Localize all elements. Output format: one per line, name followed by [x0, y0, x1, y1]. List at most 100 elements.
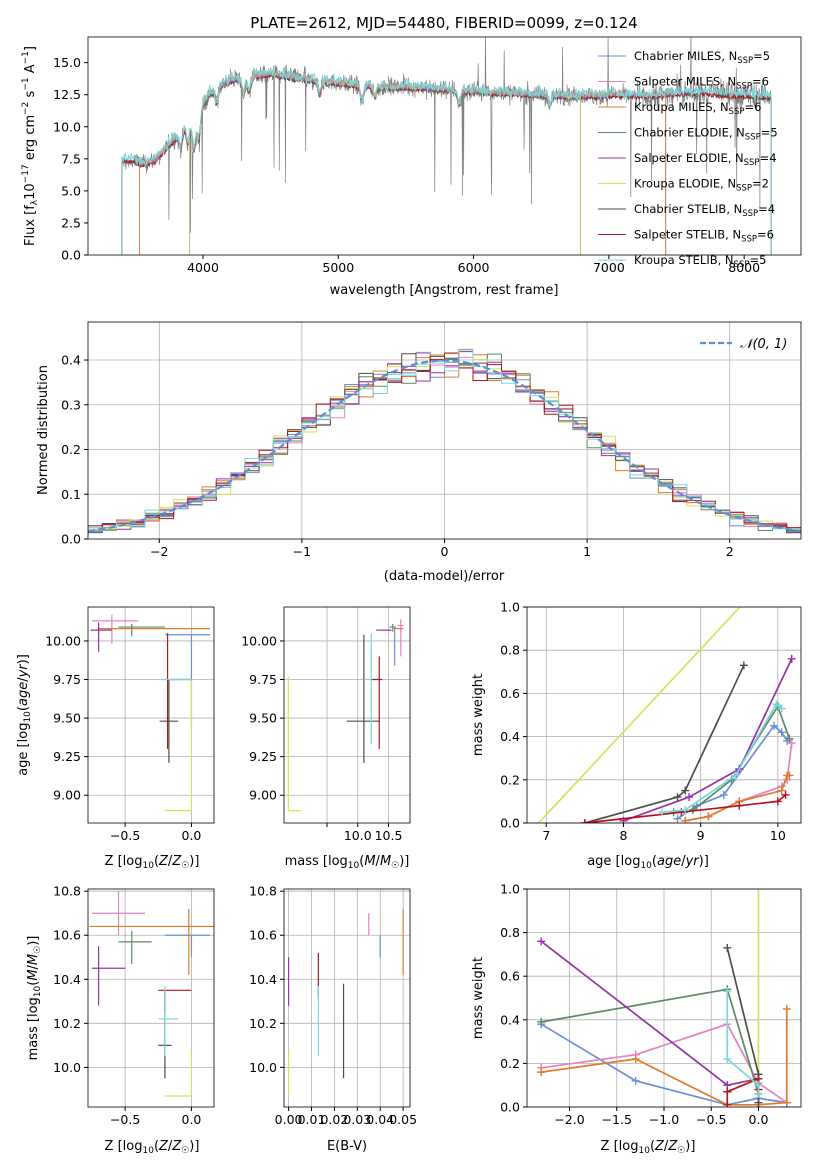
- weight_vs_age-marker-chabrier-stelib: [681, 786, 690, 795]
- age_vs_Z-ytick-label: 9.25: [53, 749, 81, 764]
- weight_vs_Z-marks: [537, 889, 791, 1107]
- weight_vs_Z-marker-kroupa-miles: [537, 1068, 546, 1077]
- mass_vs_ebv-xtick-label: 0.04: [366, 1112, 394, 1127]
- weight-vs-age-panel: 7 8 9 10 0.0 0.2 0.4 0.6 0.8 1.0: [500, 600, 802, 843]
- weight_vs_age-line-kroupa-elodie: [537, 607, 742, 823]
- age_vs_Z-ytick-label: 9.00: [53, 788, 81, 803]
- age_vs_mass-xtick-label: 10.0: [344, 828, 372, 843]
- mass_vs_Z-xtick-label: −0.5: [110, 1112, 140, 1127]
- weight_vs_Z-ytick-label: 0.4: [500, 1012, 520, 1027]
- weight_vs_Z-marker-salpeter-stelib: [723, 1087, 732, 1096]
- mass_vs_Z-ytick-label: 10.2: [53, 1016, 81, 1031]
- weight-z-ylabel: mass weight: [471, 957, 486, 1039]
- weight_vs_Z-ytick-label: 0.2: [500, 1056, 520, 1071]
- weight_vs_age-marker-salpeter-stelib: [735, 801, 744, 810]
- weight-vs-metallicity-panel: −2.0 −1.5 −1.0 −0.5 0.0 0.0 0.2 0.4 0.6 0.8 1.0: [500, 882, 802, 1127]
- weight_vs_age-marker-kroupa-miles: [704, 812, 713, 821]
- weight_vs_Z-marker-chabrier-miles: [631, 1076, 640, 1085]
- weight_vs_Z-line-kroupa-stelib: [726, 991, 760, 1094]
- spectrum-ytick-label: 7.5: [61, 151, 81, 166]
- weight_vs_age-ytick-label: 1.0: [500, 600, 520, 615]
- legend-label-kroupa-elodie: Kroupa ELODIE, NSSP=2: [634, 177, 769, 194]
- weight_vs_age-axes-frame: [526, 606, 802, 824]
- residual-panel: −2 −1 0 1 2 0.0 0.1 0.2 0.3 0.4 Normed distributi…: [36, 321, 802, 584]
- residual-xtick-label: 2: [726, 544, 734, 559]
- residual-ylabel: Normed distribution: [36, 365, 51, 495]
- weight_vs_age-marker-chabrier-miles: [769, 721, 778, 730]
- weight_vs_age-ytick-label: 0.0: [500, 816, 520, 831]
- weight_vs_age-ytick-label: 0.2: [500, 772, 520, 787]
- weight_vs_age-xtick-label: 7: [542, 828, 550, 843]
- weight_vs_age-ytick-label: 0.4: [500, 729, 520, 744]
- mass_vs_Z-ytick-label: 10.4: [53, 972, 81, 987]
- legend-label-chabrier-elodie: Chabrier ELODIE, NSSP=5: [634, 126, 778, 143]
- legend-label-kroupa-miles: Kroupa MILES, NSSP=6: [634, 100, 761, 117]
- residual-plot-area: −2 −1 0 1 2 0.0 0.1 0.2 0.3 0.4: [61, 321, 802, 559]
- age_vs_Z-marks: [90, 614, 211, 812]
- weight_vs_Z-marker-chabrier-stelib: [754, 1098, 763, 1107]
- residual-ytick-label: 0.4: [61, 353, 81, 368]
- legend-label-kroupa-stelib: Kroupa STELIB, NSSP=5: [634, 253, 766, 270]
- weight_vs_Z-marker-kroupa-stelib: [754, 1081, 763, 1090]
- spectrum-title: PLATE=2612, MJD=54480, FIBERID=0099, z=0…: [250, 14, 637, 32]
- age_vs_mass-ytick-label: 9.25: [249, 749, 277, 764]
- age_vs_mass-ytick-label: 9.75: [249, 672, 277, 687]
- residual-ytick-label: 0.0: [61, 532, 81, 547]
- weight_vs_Z-marker-chabrier-stelib: [723, 943, 732, 952]
- mass_vs_Z-ytick-label: 10.0: [53, 1060, 81, 1075]
- mass_vs_ebv-xtick-label: 0.01: [298, 1112, 326, 1127]
- weight_vs_Z-xtick-label: −0.5: [696, 1112, 726, 1127]
- age_vs_Z-xtick-label: −0.5: [110, 828, 140, 843]
- age-z-xlabel: Z [log10(Z/Z☉)]: [105, 854, 200, 871]
- age-vs-metallicity-panel: −0.5 0.0 9.00 9.25 9.50 9.75 10.00: [45, 606, 215, 843]
- spectrum-ytick-label: 15.0: [53, 55, 81, 70]
- residual-xtick-label: −2: [150, 544, 168, 559]
- weight_vs_age-xtick-label: 9: [697, 828, 705, 843]
- weight-z-xlabel: Z [log10(Z/Z☉)]: [601, 1139, 696, 1156]
- spectrum-xtick-label: 5000: [322, 260, 354, 275]
- normal-curve: [87, 359, 802, 533]
- histogram-kroupa-stelib: [88, 349, 801, 536]
- weight_vs_Z-ytick-label: 0.0: [500, 1100, 520, 1115]
- mass-vs-ebv-panel: 0.000.010.020.030.040.05 10.0 10.2 10.4 10.6…: [249, 884, 417, 1127]
- spectrum-ytick-label: 10.0: [53, 119, 81, 134]
- spectrum-ytick-label: 5.0: [61, 183, 81, 198]
- residual-xlabel: (data-model)/error: [384, 569, 505, 584]
- weight_vs_age-marker-chabrier-miles: [777, 728, 786, 737]
- spectrum-ytick-label: 12.5: [53, 87, 81, 102]
- spectrum-legend: Chabrier MILES, NSSP=5 Salpeter MILES, NS…: [598, 49, 778, 270]
- spectrum-plot-area: 4000 5000 6000 7000 8000 0.0 2.5 5.0 7.5 10.0 12.5…: [53, 36, 802, 275]
- mass_vs_ebv-xtick-label: 0.03: [343, 1112, 371, 1127]
- weight_vs_age-marker-chabrier-elodie: [785, 734, 794, 743]
- weight_vs_age-marker-salpeter-elodie: [787, 654, 796, 663]
- weight_vs_Z-ytick-label: 0.6: [500, 969, 520, 984]
- weight-age-xlabel: age [log10(age/yr)]: [587, 854, 709, 871]
- weight_vs_age-marker-chabrier-miles: [673, 814, 682, 823]
- weight_vs_age-marker-salpeter-stelib: [773, 797, 782, 806]
- svg-text:Z [log10(Z/Z☉)]: Z [log10(Z/Z☉)]: [601, 1139, 696, 1156]
- weight_vs_age-xtick-label: 8: [620, 828, 628, 843]
- weight_vs_age-marker-salpeter-elodie: [685, 793, 694, 802]
- weight_vs_age-marker-chabrier-miles: [719, 790, 728, 799]
- age_vs_Z-xtick-label: 0.0: [182, 828, 202, 843]
- weight_vs_Z-xtick-label: 0.0: [749, 1112, 769, 1127]
- weight_vs_age-marker-salpeter-stelib: [580, 819, 589, 823]
- age_vs_mass-marks: [287, 619, 404, 812]
- mass_vs_Z-axes-frame: [87, 888, 215, 1108]
- mass-z-ylabel: mass [log10(M/M☉)]: [26, 936, 43, 1061]
- residual-xtick-label: 0: [441, 544, 449, 559]
- spectrum-ytick-label: 0.0: [61, 248, 81, 263]
- svg-text:age [log10(age/yr)]: age [log10(age/yr)]: [587, 854, 709, 871]
- weight_vs_age-marker-kroupa-stelib: [731, 771, 740, 780]
- mass_vs_ebv-marks: [287, 908, 404, 1096]
- weight_vs_age-marker-chabrier-stelib: [673, 793, 682, 802]
- weight_vs_age-marker-kroupa-miles: [785, 771, 794, 780]
- weight_vs_Z-marker-salpeter-elodie: [537, 937, 546, 946]
- svg-text:E(B-V): E(B-V): [327, 1139, 367, 1154]
- age_vs_mass-ytick-label: 10.00: [241, 633, 277, 648]
- spectrum-ytick-label: 2.5: [61, 215, 81, 230]
- weight_vs_Z-marker-chabrier-elodie: [537, 1017, 546, 1026]
- legend-label-salpeter-miles: Salpeter MILES, NSSP=6: [634, 75, 769, 92]
- weight_vs_Z-ytick-label: 1.0: [500, 882, 520, 897]
